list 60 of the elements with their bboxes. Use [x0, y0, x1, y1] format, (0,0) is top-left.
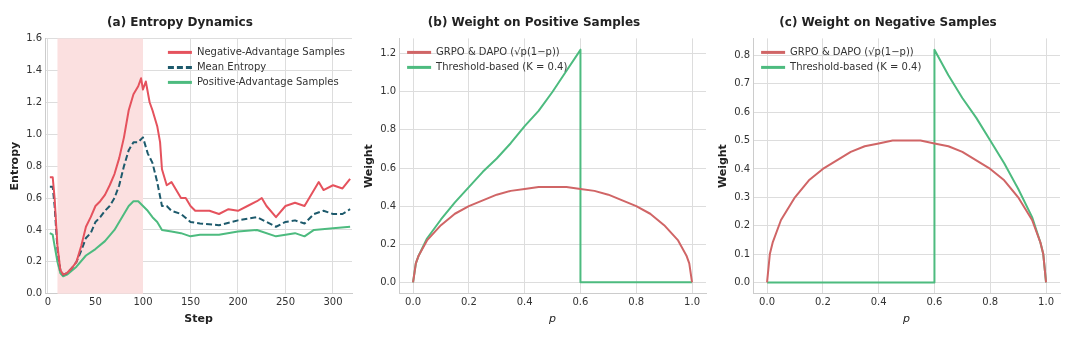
x-tick-label: 0.6 — [572, 296, 589, 308]
x-axis-title: p — [548, 312, 557, 326]
y-tick-label: 1.2 — [380, 47, 397, 59]
x-axis-title: Step — [184, 312, 213, 326]
y-tick-label: 0.2 — [26, 255, 43, 267]
y-axis-title: Weight — [362, 144, 376, 189]
y-tick-label: 0.4 — [734, 162, 751, 174]
y-tick-label: 0.0 — [26, 287, 43, 299]
legend-label: GRPO & DAPO (√p(1−p)) — [436, 45, 560, 57]
x-tick-label: 1.0 — [1038, 296, 1054, 308]
x-tick-label: 0.8 — [982, 296, 999, 308]
y-tick-label: 0.0 — [734, 276, 751, 288]
x-tick-label: 50 — [89, 296, 102, 308]
x-tick-label: 1.0 — [684, 296, 700, 308]
y-tick-label: 0.7 — [734, 77, 751, 89]
y-tick-label: 0.5 — [734, 134, 751, 146]
x-tick-label: 0.0 — [759, 296, 776, 308]
y-tick-label: 1.0 — [380, 85, 397, 97]
chart-title: (a) Entropy Dynamics — [107, 15, 253, 30]
x-tick-label: 200 — [228, 296, 248, 308]
y-tick-label: 0.1 — [734, 247, 751, 259]
chart-title: (b) Weight on Positive Samples — [427, 15, 641, 30]
x-tick-label: 250 — [275, 296, 296, 308]
y-tick-label: 0.0 — [380, 275, 397, 287]
y-tick-label: 1.0 — [26, 127, 43, 139]
chart-title: (c) Weight on Negative Samples — [779, 15, 997, 30]
legend-label: GRPO & DAPO (√p(1−p)) — [790, 45, 914, 57]
y-tick-label: 0.2 — [380, 237, 397, 249]
x-tick-label: 100 — [133, 296, 153, 308]
y-tick-label: 0.8 — [26, 159, 43, 171]
legend-label: Positive-Advantage Samples — [196, 75, 339, 87]
x-tick-label: 150 — [180, 296, 201, 308]
y-tick-label: 1.6 — [26, 31, 43, 43]
x-tick-label: 0 — [44, 296, 52, 308]
x-tick-label: 0.8 — [628, 296, 645, 308]
y-axis-title: Entropy — [8, 141, 22, 191]
y-tick-label: 1.2 — [26, 95, 43, 107]
y-tick-label: 0.8 — [380, 123, 397, 135]
y-tick-label: 0.4 — [380, 199, 397, 211]
legend-label: Negative-Advantage Samples — [196, 45, 346, 57]
y-tick-label: 0.2 — [734, 219, 751, 231]
x-tick-label: 300 — [323, 296, 343, 308]
y-tick-label: 0.4 — [26, 223, 43, 235]
x-tick-label: 0.4 — [870, 296, 887, 308]
legend-label: Threshold-based (K = 0.4) — [435, 60, 568, 72]
y-tick-label: 0.6 — [734, 105, 751, 117]
x-tick-label: 0.6 — [926, 296, 943, 308]
y-tick-label: 0.8 — [734, 49, 751, 61]
legend-label: Threshold-based (K = 0.4) — [789, 60, 922, 72]
x-tick-label: 0.2 — [460, 296, 477, 308]
y-tick-label: 1.4 — [26, 63, 43, 75]
x-tick-label: 0.2 — [814, 296, 831, 308]
y-axis-title: Weight — [716, 144, 730, 189]
x-axis-title: p — [902, 312, 911, 326]
x-tick-label: 0.4 — [516, 296, 533, 308]
legend-label: Mean Entropy — [196, 60, 267, 72]
y-tick-label: 0.6 — [380, 161, 397, 173]
y-tick-label: 0.3 — [734, 190, 751, 202]
x-tick-label: 0.0 — [405, 296, 422, 308]
y-tick-label: 0.6 — [26, 191, 43, 203]
